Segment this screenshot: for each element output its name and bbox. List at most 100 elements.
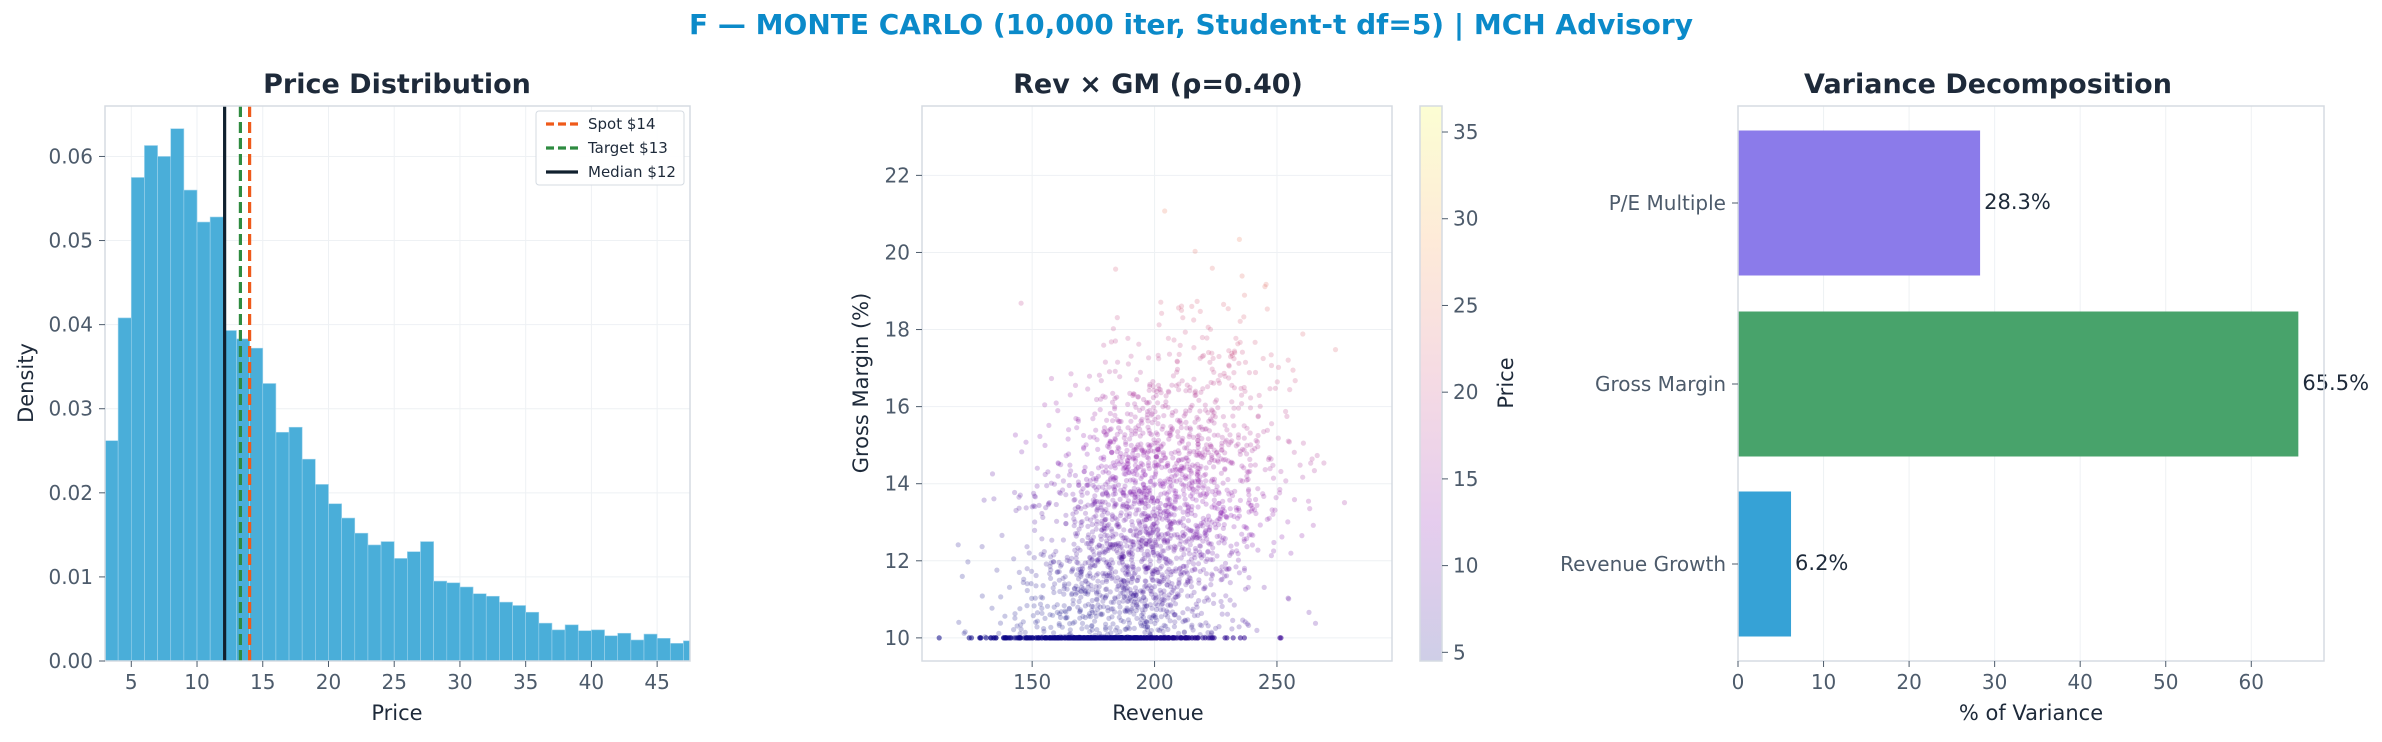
scatter-point <box>1278 635 1284 641</box>
scatter-point <box>1177 534 1183 540</box>
scatter-point <box>1114 315 1120 321</box>
scatter-point <box>1149 495 1156 501</box>
scatter-point <box>1098 521 1105 527</box>
scatter-point <box>1172 467 1178 473</box>
scatter-point <box>1194 472 1200 478</box>
scatter-point <box>1097 407 1103 413</box>
scatter-point <box>1056 622 1062 628</box>
scatter-point <box>1182 618 1189 624</box>
scatter-point <box>1138 491 1144 497</box>
scatter-point <box>1186 547 1192 553</box>
scatter-point <box>1135 442 1141 448</box>
scatter-point <box>1135 394 1141 400</box>
scatter-point <box>1157 599 1163 605</box>
scatter-point <box>1168 424 1174 430</box>
scatter-point <box>1180 529 1186 536</box>
scatter-point <box>1053 400 1059 406</box>
scatter-point <box>1078 519 1084 526</box>
scatter-point <box>1158 579 1164 585</box>
scatter-point <box>1133 599 1140 606</box>
scatter-point <box>1300 440 1306 446</box>
scatter-point <box>1175 433 1181 440</box>
scatter-point <box>1161 622 1167 629</box>
scatter-point <box>1133 532 1139 538</box>
scatter-point <box>1128 590 1134 596</box>
scatter-point <box>1218 598 1224 605</box>
scatter-point <box>1130 456 1136 462</box>
scatter-point <box>1121 594 1127 600</box>
scatter-point <box>1212 399 1218 405</box>
scatter-point <box>1134 533 1140 539</box>
scatter-point <box>1068 371 1074 377</box>
scatter-point <box>1217 516 1223 522</box>
scatter-point <box>1038 551 1044 557</box>
x-tick-label: 30 <box>447 670 472 694</box>
scatter-point <box>1241 314 1247 320</box>
scatter-point <box>1203 442 1210 448</box>
scatter-point <box>1194 535 1200 541</box>
scatter-point <box>1079 492 1085 498</box>
scatter-point <box>1043 561 1049 567</box>
scatter-point <box>1130 539 1136 545</box>
scatter-point <box>1307 506 1313 512</box>
scatter-point <box>1202 402 1208 408</box>
x-tick-label: 0 <box>1732 670 1745 694</box>
scatter-point <box>1114 575 1121 581</box>
scatter-point <box>1244 536 1250 542</box>
scatter-point <box>1178 572 1184 578</box>
scatter-point <box>1105 604 1111 611</box>
colorbar-tick-label: 10 <box>1453 554 1478 578</box>
scatter-point <box>1170 455 1176 461</box>
scatter-point <box>1123 439 1129 445</box>
scatter-point <box>1096 484 1102 490</box>
scatter-point <box>1161 597 1167 604</box>
scatter-point <box>1147 602 1153 608</box>
scatter-point <box>1239 531 1245 537</box>
scatter-point <box>1195 470 1201 476</box>
scatter-point <box>1211 479 1217 486</box>
scatter-point <box>1231 513 1237 520</box>
scatter-point <box>1128 579 1134 585</box>
scatter-point <box>1118 577 1124 583</box>
scatter-point <box>1053 501 1059 508</box>
scatter-point <box>1086 544 1092 551</box>
histogram-bar <box>144 145 158 662</box>
scatter-point <box>1129 551 1136 557</box>
scatter-point <box>1100 570 1106 577</box>
scatter-point <box>1114 517 1120 523</box>
scatter-point <box>994 567 1000 573</box>
scatter-point <box>1229 350 1235 356</box>
scatter-point <box>1205 540 1211 546</box>
scatter-point <box>1198 463 1204 469</box>
scatter-point <box>1203 532 1209 538</box>
scatter-point <box>1203 517 1209 523</box>
scatter-point <box>1106 470 1112 476</box>
scatter-point <box>1012 611 1018 617</box>
scatter-point <box>1268 456 1274 462</box>
scatter-point <box>1180 435 1186 441</box>
scatter-point <box>1202 533 1208 539</box>
scatter-point <box>1162 612 1169 618</box>
scatter-point <box>1170 373 1176 379</box>
scatter-point <box>1089 546 1095 552</box>
scatter-point <box>1105 608 1111 614</box>
scatter-point <box>1156 555 1162 561</box>
scatter-point <box>1078 589 1084 595</box>
scatter-point <box>1250 532 1256 538</box>
scatter-point <box>1078 594 1084 600</box>
scatter-point <box>1176 630 1182 637</box>
scatter-point <box>1207 326 1214 332</box>
scatter-point <box>1151 506 1157 512</box>
scatter-point <box>1169 382 1175 388</box>
scatter-point <box>1153 614 1159 621</box>
scatter-point <box>1186 527 1192 533</box>
scatter-point <box>1143 578 1149 585</box>
scatter-point <box>1162 455 1169 461</box>
scatter-point <box>1057 490 1064 496</box>
scatter-point <box>1092 499 1098 505</box>
scatter-point <box>1106 522 1112 528</box>
colorbar-tick-label: 35 <box>1453 120 1478 144</box>
scatter-point <box>1115 521 1121 527</box>
scatter-point <box>1101 454 1107 460</box>
scatter-point <box>956 619 962 625</box>
